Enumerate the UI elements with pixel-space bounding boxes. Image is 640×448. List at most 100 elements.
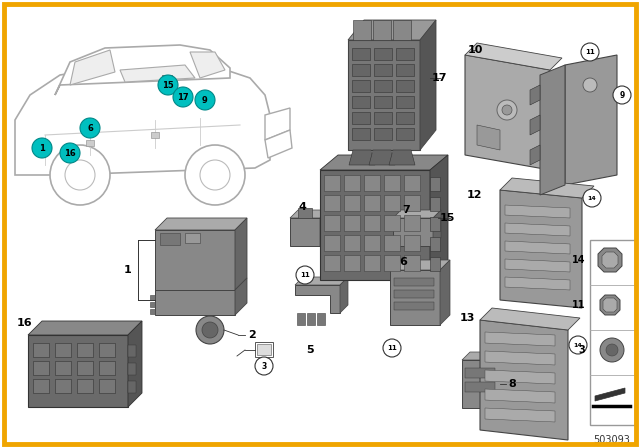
Bar bbox=[55, 379, 71, 393]
Circle shape bbox=[60, 143, 80, 163]
Polygon shape bbox=[393, 210, 441, 218]
Bar bbox=[77, 361, 93, 375]
Bar bbox=[55, 361, 71, 375]
Circle shape bbox=[50, 145, 110, 205]
Polygon shape bbox=[320, 210, 328, 246]
Bar bbox=[352, 96, 370, 108]
Text: 15: 15 bbox=[162, 81, 174, 90]
Text: 9: 9 bbox=[620, 90, 625, 99]
Bar bbox=[430, 217, 440, 231]
Text: 13: 13 bbox=[460, 313, 475, 323]
Polygon shape bbox=[505, 205, 570, 218]
Polygon shape bbox=[349, 150, 375, 165]
Polygon shape bbox=[500, 352, 508, 408]
Bar bbox=[185, 233, 200, 243]
Polygon shape bbox=[440, 260, 450, 325]
Bar bbox=[33, 343, 49, 357]
Polygon shape bbox=[430, 155, 448, 280]
Bar bbox=[150, 309, 155, 314]
Bar bbox=[255, 342, 273, 357]
Circle shape bbox=[583, 78, 597, 92]
Bar bbox=[352, 48, 370, 60]
Polygon shape bbox=[390, 270, 440, 325]
Bar bbox=[344, 235, 360, 251]
Text: 17: 17 bbox=[177, 92, 189, 102]
Circle shape bbox=[502, 105, 512, 115]
Bar bbox=[396, 64, 414, 76]
Polygon shape bbox=[15, 62, 270, 175]
Bar bbox=[374, 64, 392, 76]
Circle shape bbox=[202, 322, 218, 338]
Text: 6: 6 bbox=[399, 257, 407, 267]
Polygon shape bbox=[462, 352, 508, 360]
Text: 11: 11 bbox=[572, 300, 585, 310]
Text: 3: 3 bbox=[261, 362, 267, 370]
Text: 4: 4 bbox=[298, 202, 306, 212]
Bar bbox=[344, 215, 360, 231]
Text: 2: 2 bbox=[248, 330, 256, 340]
Polygon shape bbox=[480, 308, 580, 330]
Bar bbox=[396, 112, 414, 124]
Polygon shape bbox=[485, 389, 555, 403]
Bar bbox=[257, 344, 271, 355]
Polygon shape bbox=[373, 20, 391, 40]
Bar bbox=[384, 255, 400, 271]
Text: 5: 5 bbox=[306, 345, 314, 355]
Circle shape bbox=[195, 90, 215, 110]
Circle shape bbox=[583, 189, 601, 207]
Bar bbox=[128, 345, 136, 357]
Circle shape bbox=[200, 160, 230, 190]
Bar bbox=[384, 235, 400, 251]
Polygon shape bbox=[369, 150, 395, 165]
Bar bbox=[374, 80, 392, 92]
Bar bbox=[151, 132, 159, 138]
Polygon shape bbox=[505, 277, 570, 290]
Bar bbox=[33, 379, 49, 393]
Bar bbox=[86, 140, 94, 146]
Bar bbox=[374, 128, 392, 140]
Bar bbox=[364, 255, 380, 271]
Polygon shape bbox=[155, 290, 235, 315]
Bar bbox=[404, 235, 420, 251]
Polygon shape bbox=[565, 55, 617, 185]
Bar bbox=[404, 195, 420, 211]
Circle shape bbox=[606, 344, 618, 356]
Polygon shape bbox=[298, 208, 312, 218]
Bar bbox=[344, 195, 360, 211]
Text: 11: 11 bbox=[387, 345, 397, 351]
Bar bbox=[99, 343, 115, 357]
Bar bbox=[465, 382, 495, 392]
Polygon shape bbox=[295, 277, 348, 285]
Circle shape bbox=[32, 138, 52, 158]
Polygon shape bbox=[465, 55, 550, 170]
Text: 7: 7 bbox=[402, 205, 410, 215]
Circle shape bbox=[80, 118, 100, 138]
Bar bbox=[41, 145, 49, 151]
Polygon shape bbox=[505, 259, 570, 272]
Bar bbox=[430, 237, 440, 251]
Bar bbox=[364, 195, 380, 211]
Polygon shape bbox=[530, 145, 540, 165]
Circle shape bbox=[196, 316, 224, 344]
Bar bbox=[77, 379, 93, 393]
Bar bbox=[344, 255, 360, 271]
Text: 14: 14 bbox=[588, 195, 596, 201]
Polygon shape bbox=[307, 313, 315, 325]
Polygon shape bbox=[155, 218, 247, 230]
Polygon shape bbox=[530, 115, 540, 135]
Text: 9: 9 bbox=[202, 95, 208, 104]
Text: 11: 11 bbox=[300, 272, 310, 278]
Text: 15: 15 bbox=[440, 213, 456, 223]
Text: 503093: 503093 bbox=[593, 435, 630, 445]
Polygon shape bbox=[505, 223, 570, 236]
Bar bbox=[396, 80, 414, 92]
Bar bbox=[404, 215, 420, 231]
Polygon shape bbox=[290, 218, 320, 246]
Polygon shape bbox=[433, 210, 441, 246]
Bar bbox=[364, 215, 380, 231]
Circle shape bbox=[383, 339, 401, 357]
Polygon shape bbox=[485, 408, 555, 422]
Bar bbox=[364, 175, 380, 191]
Bar bbox=[394, 302, 434, 310]
Text: 1: 1 bbox=[39, 143, 45, 152]
